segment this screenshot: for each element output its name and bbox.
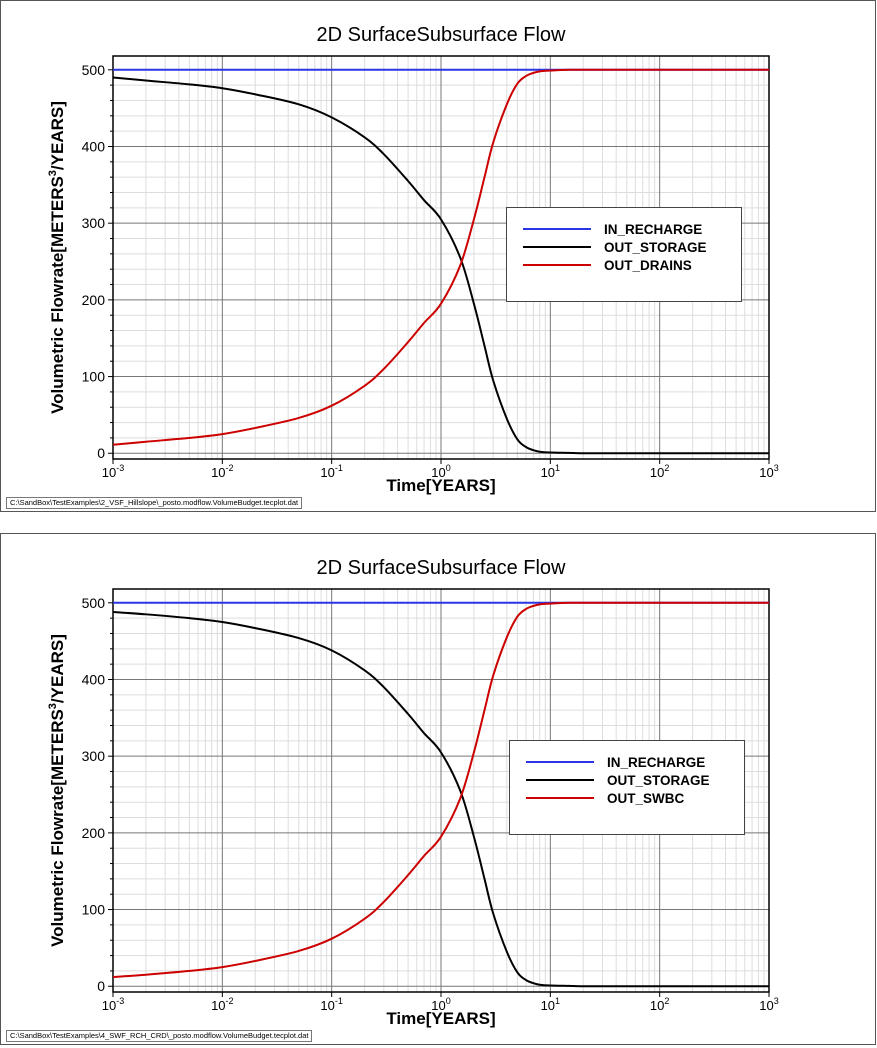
legend-label-out-drains: OUT_DRAINS xyxy=(604,257,692,273)
x-tick-label: 100 xyxy=(431,996,450,1013)
y-tick-label: 500 xyxy=(82,595,106,611)
y-tick-label: 200 xyxy=(82,825,106,841)
y-tick-label: 300 xyxy=(82,748,106,764)
series-lines xyxy=(113,601,769,988)
chart-panel-1: 0 100 200 300 400 500 10-3 10-2 10-1 100 101 102 103… xyxy=(0,0,876,512)
x-tick-label: 10-1 xyxy=(320,996,342,1013)
source-file-label: C:\SandBox\TestExamples\4_SWF_RCH_CRD\_p… xyxy=(6,1030,313,1042)
chart-2-legend: IN_RECHARGE OUT_STORAGE OUT_SWBC xyxy=(509,740,745,835)
x-tick-label: 102 xyxy=(650,463,669,480)
legend-item-in-recharge: IN_RECHARGE xyxy=(526,753,732,771)
chart-title: 2D SurfaceSubsurface Flow xyxy=(316,24,566,46)
x-tick-label: 102 xyxy=(650,996,669,1013)
legend-swatch-out-storage xyxy=(523,246,591,248)
y-tick-labels: 0 100 200 300 400 500 xyxy=(82,595,113,994)
legend-swatch-in-recharge xyxy=(526,761,594,763)
legend-label-out-storage: OUT_STORAGE xyxy=(604,239,707,255)
series-line-out-storage xyxy=(113,611,769,988)
x-tick-labels: 10-3 10-2 10-1 100 101 102 103 xyxy=(102,992,779,1013)
chart-2-svg: 0 100 200 300 400 500 10-3 10-2 10-1 100 101 102 103… xyxy=(47,557,779,1028)
x-tick-label: 10-1 xyxy=(320,463,342,480)
x-tick-label: 103 xyxy=(759,463,778,480)
y-tick-labels: 0 100 200 300 400 500 xyxy=(82,62,113,461)
legend-item-in-recharge: IN_RECHARGE xyxy=(523,220,729,238)
y-axis-label: Volumetric Flowrate[METERS3/YEARS] xyxy=(47,634,67,947)
series-line-out-drains xyxy=(113,68,769,446)
x-tick-labels: 10-3 10-2 10-1 100 101 102 103 xyxy=(102,459,779,480)
x-tick-label: 101 xyxy=(541,463,560,480)
legend-swatch-out-swbc xyxy=(526,797,594,799)
legend-label-in-recharge: IN_RECHARGE xyxy=(607,754,706,770)
legend-swatch-out-drains xyxy=(523,264,591,266)
legend-label-out-swbc: OUT_SWBC xyxy=(607,790,685,806)
series-line-out-storage xyxy=(113,76,769,455)
x-tick-label: 10-3 xyxy=(102,463,124,480)
x-axis-label: Time[YEARS] xyxy=(386,476,495,495)
legend-label-out-storage: OUT_STORAGE xyxy=(607,772,710,788)
y-tick-label: 100 xyxy=(82,369,106,385)
y-tick-label: 300 xyxy=(82,215,106,231)
y-tick-label: 200 xyxy=(82,292,106,308)
legend-label-in-recharge: IN_RECHARGE xyxy=(604,221,703,237)
x-tick-label: 100 xyxy=(431,463,450,480)
legend-item-out-swbc: OUT_SWBC xyxy=(526,789,732,807)
y-tick-label: 100 xyxy=(82,902,106,918)
source-file-label: C:\SandBox\TestExamples\2_VSF_Hillslope\… xyxy=(6,497,303,509)
legend-swatch-out-storage xyxy=(526,779,594,781)
x-tick-label: 101 xyxy=(541,996,560,1013)
series-line-out-swbc xyxy=(113,601,769,979)
y-tick-label: 400 xyxy=(82,138,106,154)
y-tick-label: 0 xyxy=(97,445,105,461)
legend-item-out-storage: OUT_STORAGE xyxy=(526,771,732,789)
chart-panel-2: 0 100 200 300 400 500 10-3 10-2 10-1 100 101 102 103… xyxy=(0,533,876,1045)
chart-1-legend: IN_RECHARGE OUT_STORAGE OUT_DRAINS xyxy=(506,207,742,302)
x-tick-label: 10-2 xyxy=(211,463,233,480)
x-tick-label: 10-3 xyxy=(102,996,124,1013)
legend-swatch-in-recharge xyxy=(523,228,591,230)
y-tick-label: 500 xyxy=(82,62,106,78)
legend-item-out-storage: OUT_STORAGE xyxy=(523,238,729,256)
x-axis-label: Time[YEARS] xyxy=(386,1009,495,1028)
x-tick-label: 10-2 xyxy=(211,996,233,1013)
y-axis-label: Volumetric Flowrate[METERS3/YEARS] xyxy=(47,101,67,414)
chart-title: 2D SurfaceSubsurface Flow xyxy=(316,557,566,579)
legend-item-out-drains: OUT_DRAINS xyxy=(523,256,729,274)
chart-1-svg: 0 100 200 300 400 500 10-3 10-2 10-1 100 101 102 103… xyxy=(47,24,779,495)
y-tick-label: 400 xyxy=(82,671,106,687)
x-tick-label: 103 xyxy=(759,996,778,1013)
series-lines xyxy=(113,68,769,455)
y-tick-label: 0 xyxy=(97,978,105,994)
